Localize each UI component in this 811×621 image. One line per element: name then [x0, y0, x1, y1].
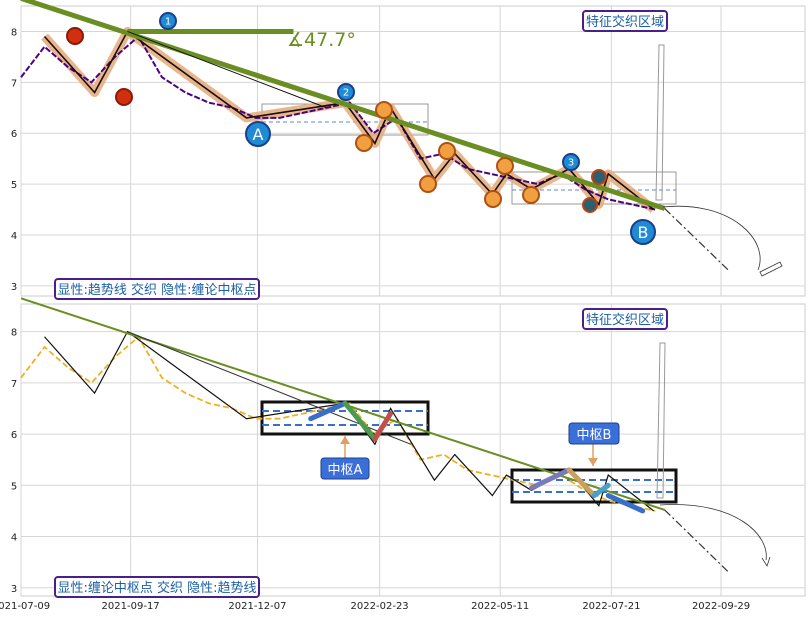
bottom-y-tick: 4 [11, 533, 17, 544]
bottom-zone-label: 特征交织区域 [586, 312, 664, 328]
top-projection [664, 208, 730, 271]
top-markers: A B 1 2 3 [66, 12, 656, 245]
trend-marker-a-text: A [253, 125, 264, 144]
top-zone-arrow [655, 44, 665, 201]
trend-marker-2 [337, 83, 355, 101]
top-series [20, 0, 730, 271]
trend-marker-a [245, 121, 271, 147]
trend-marker-1 [159, 12, 177, 30]
top-caption-frame [54, 278, 260, 300]
pivot-segment [372, 411, 394, 442]
note-marker [355, 134, 373, 152]
note-marker [419, 175, 437, 193]
bottom-projection-arrowhead [761, 556, 771, 567]
top-y-tick: 7 [11, 78, 17, 89]
y-tick-labels: 3 3 4 4 5 5 6 6 7 7 8 8 [11, 27, 17, 594]
bottom-y-tick: 5 [11, 481, 17, 492]
bottom-y-tick: 7 [11, 379, 17, 390]
pivot-segment [591, 482, 611, 499]
top-y-tick: 8 [11, 27, 17, 38]
x-tick: 2022-02-23 [351, 601, 409, 612]
pivot-segment [529, 467, 572, 491]
sell-marker [115, 88, 133, 106]
bottom-series [20, 297, 730, 573]
pivot-segment [308, 400, 348, 422]
trend-marker-2-text: 2 [343, 88, 349, 99]
trend-marker-b-text: B [638, 223, 649, 242]
x-tick: 2021-07-09 [0, 601, 50, 612]
bottom-projection-curve [659, 504, 767, 561]
pivot-b-label: 中枢B [577, 428, 612, 443]
top-y-tick: 5 [11, 180, 17, 191]
bottom-y-tick: 3 [11, 584, 17, 595]
pivot-a-callout: 中枢A [320, 436, 370, 480]
note-marker [496, 157, 514, 175]
dark-marker [591, 169, 607, 185]
top-zone-label: 特征交织区域 [586, 14, 664, 30]
x-tick: 2021-09-17 [102, 601, 160, 612]
note-marker [438, 142, 456, 160]
bottom-y-tick: 8 [11, 328, 17, 339]
x-tick: 2021-12-07 [228, 601, 286, 612]
bottom-caption-frame [54, 576, 260, 598]
x-tick: 2022-05-11 [471, 601, 529, 612]
note-marker [484, 190, 502, 208]
pivot-segment [605, 493, 646, 514]
note-marker [522, 186, 540, 204]
x-tick: 2022-07-21 [582, 601, 640, 612]
dark-marker [582, 197, 598, 213]
top-zigzag-line [43, 30, 655, 211]
top-caption: 显性:趋势线 交织 隐性:缠论中枢点 [57, 282, 256, 298]
top-projection-curve [662, 205, 761, 271]
top-zone-label-frame [582, 10, 668, 32]
bottom-zone-arrow [656, 342, 666, 499]
x-tick: 2022-09-29 [692, 601, 750, 612]
pivot-segment [342, 400, 378, 442]
pivot-b-box [510, 468, 678, 504]
top-y-tick: 4 [11, 231, 17, 242]
sell-marker [66, 27, 84, 45]
bottom-zone-label-frame [582, 308, 668, 330]
pivot-segment [566, 467, 597, 499]
trend-marker-3 [562, 153, 580, 171]
pivot-b-callout: 中枢B [568, 422, 620, 466]
top-y-tick: 3 [11, 282, 17, 293]
trend-marker-3-text: 3 [568, 158, 574, 169]
trend-angle-label: ∡47.7° [287, 29, 356, 51]
note-marker [375, 101, 393, 119]
bottom-y-tick: 6 [11, 430, 17, 441]
bottom-caption: 显性:缠论中枢点 交织 隐性:趋势线 [57, 580, 256, 596]
bottom-projection [664, 509, 730, 573]
pivot-a-label: 中枢A [328, 463, 363, 478]
x-tick-labels: 2021-07-09 2021-09-17 2021-12-07 2022-02-23… [0, 601, 750, 612]
top-y-tick: 6 [11, 129, 17, 140]
top-helper-line [127, 30, 327, 109]
trend-marker-b [630, 219, 656, 245]
top-projection-arrowhead [759, 261, 783, 277]
trend-marker-1-text: 1 [165, 17, 171, 28]
bottom-panel-frame [20, 303, 806, 597]
